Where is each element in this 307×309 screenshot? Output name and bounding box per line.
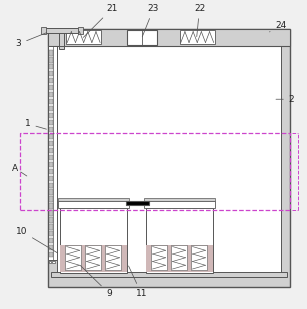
Bar: [49, 148, 53, 153]
Text: 22: 22: [194, 4, 205, 36]
Text: 10: 10: [16, 227, 57, 253]
Bar: [58, 201, 129, 208]
Bar: [52, 261, 55, 264]
Bar: [49, 155, 53, 160]
Bar: [58, 198, 129, 201]
Bar: [49, 210, 53, 216]
Bar: [49, 252, 53, 257]
Text: A: A: [12, 164, 18, 173]
Bar: [49, 261, 51, 264]
Bar: [49, 183, 53, 188]
Bar: [49, 203, 53, 209]
Bar: [66, 31, 101, 44]
Bar: [49, 106, 53, 111]
Bar: [49, 71, 53, 76]
Bar: [144, 201, 215, 208]
Bar: [49, 245, 53, 250]
Bar: [49, 217, 53, 222]
Bar: [191, 245, 207, 270]
Bar: [49, 99, 53, 104]
Bar: [49, 92, 53, 97]
Bar: [45, 28, 78, 33]
Bar: [49, 176, 53, 181]
Bar: [180, 31, 215, 44]
Bar: [60, 208, 127, 273]
Bar: [48, 29, 290, 286]
Bar: [49, 197, 53, 202]
Bar: [48, 29, 290, 45]
Text: 21: 21: [83, 4, 118, 37]
Bar: [78, 27, 83, 34]
Bar: [49, 141, 53, 146]
Bar: [41, 27, 46, 34]
Bar: [127, 30, 157, 44]
Text: 23: 23: [142, 4, 159, 37]
Text: 9: 9: [80, 265, 112, 298]
Bar: [146, 245, 213, 272]
Bar: [144, 198, 215, 201]
Bar: [151, 245, 167, 270]
Bar: [49, 50, 53, 56]
Bar: [49, 57, 53, 62]
Text: 1: 1: [25, 119, 46, 129]
Bar: [49, 189, 53, 195]
Bar: [49, 134, 53, 139]
Bar: [65, 245, 81, 270]
Bar: [49, 238, 53, 243]
Bar: [49, 224, 53, 230]
Bar: [49, 231, 53, 236]
Bar: [49, 64, 53, 70]
Text: 11: 11: [129, 266, 147, 298]
Text: 2: 2: [276, 95, 294, 104]
Bar: [85, 245, 101, 270]
Bar: [49, 162, 53, 167]
Bar: [20, 133, 290, 210]
Text: 3: 3: [16, 33, 47, 49]
Bar: [49, 127, 53, 132]
Text: 24: 24: [270, 21, 286, 32]
Bar: [48, 45, 57, 260]
Bar: [59, 32, 64, 49]
Bar: [171, 245, 187, 270]
Bar: [105, 245, 121, 270]
Bar: [57, 38, 281, 277]
Bar: [146, 208, 213, 273]
Bar: [49, 169, 53, 174]
Bar: [60, 245, 127, 272]
Bar: [49, 78, 53, 83]
Bar: [49, 120, 53, 125]
Bar: [49, 113, 53, 118]
Bar: [126, 201, 149, 205]
Bar: [51, 272, 287, 277]
Bar: [49, 85, 53, 90]
